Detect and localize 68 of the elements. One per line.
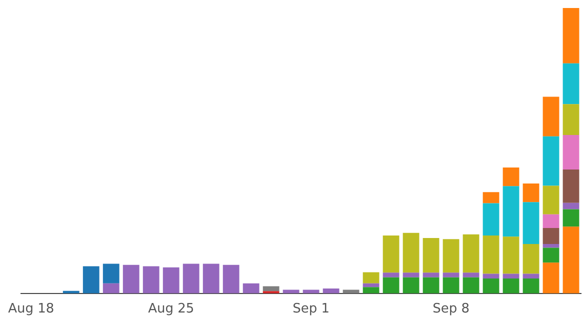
bar (522, 184, 540, 202)
bar (422, 277, 440, 294)
bar (562, 226, 580, 294)
bar (382, 277, 400, 294)
bar (562, 170, 580, 203)
x-tick-label: Sep 8 (432, 302, 470, 317)
bar (502, 236, 520, 274)
x-tick-label: Aug 25 (148, 302, 194, 317)
bar (442, 239, 460, 273)
bar (282, 290, 300, 294)
bar (362, 287, 380, 294)
bar (562, 8, 580, 64)
bar (562, 63, 580, 104)
bar (102, 264, 120, 284)
bar (562, 202, 580, 210)
bar (242, 283, 260, 294)
bar (362, 272, 380, 284)
bar (502, 168, 520, 186)
bar (482, 203, 500, 236)
bar (382, 235, 400, 273)
bar (82, 266, 100, 294)
bar (522, 278, 540, 294)
bar (542, 214, 560, 228)
bar (482, 278, 500, 294)
bar (322, 288, 340, 294)
bar (342, 290, 360, 294)
bar (542, 136, 560, 186)
bar (162, 267, 180, 294)
bar (522, 244, 540, 274)
bar (362, 283, 380, 288)
bar (102, 283, 120, 294)
bar (522, 274, 540, 279)
bar (202, 264, 220, 294)
bar (502, 278, 520, 294)
bar (542, 96, 560, 136)
x-tick-label: Sep 1 (292, 302, 330, 317)
bar (562, 209, 580, 227)
bar (122, 264, 140, 294)
bar (462, 277, 480, 294)
bar (482, 274, 500, 279)
bar (522, 202, 540, 244)
x-tick-label: Aug 18 (8, 302, 54, 317)
bar (302, 290, 320, 294)
bar (442, 277, 460, 294)
bar (382, 272, 400, 278)
bar (562, 104, 580, 136)
bar (442, 272, 460, 278)
bar (422, 238, 440, 273)
bar (422, 272, 440, 278)
bar (402, 272, 420, 278)
bar (222, 264, 240, 294)
bar (462, 272, 480, 278)
bar (542, 244, 560, 248)
bar (402, 232, 420, 273)
bar (542, 228, 560, 244)
bar (142, 266, 160, 294)
bar (182, 264, 200, 294)
bar (502, 186, 520, 237)
bar (482, 192, 500, 204)
bar (262, 286, 280, 292)
bar (462, 234, 480, 273)
bar (502, 274, 520, 279)
bar (562, 135, 580, 170)
bar (482, 235, 500, 274)
bar (542, 248, 560, 263)
bar (402, 277, 420, 294)
bar (542, 186, 560, 214)
bar (542, 262, 560, 294)
